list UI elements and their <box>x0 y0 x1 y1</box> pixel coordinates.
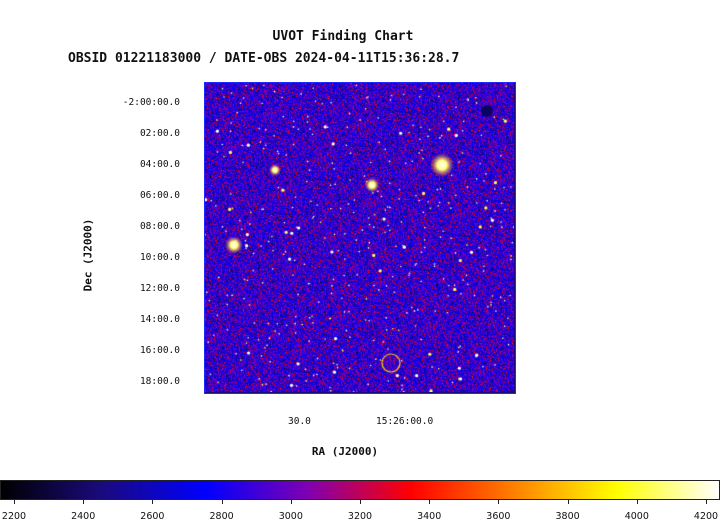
colorbar-tick-mark <box>14 500 15 504</box>
colorbar-tick-label: 2400 <box>71 511 96 522</box>
colorbar-tick-label: 4200 <box>693 511 719 522</box>
x-axis-label: RA (J2000) <box>311 445 379 458</box>
colorbar-tick-mark <box>498 500 500 504</box>
colorbar-tick-label: 3800 <box>555 511 580 522</box>
chart-title: UVOT Finding Chart <box>272 29 414 44</box>
colorbar-tick-label: 3000 <box>278 511 303 522</box>
dec-tick-label: 18:00.0 <box>139 376 180 387</box>
sky-image <box>204 82 516 394</box>
chart-subtitle: OBSID 01221183000 / DATE-OBS 2024-04-11T… <box>68 51 460 66</box>
dec-tick-label: 10:00.0 <box>139 252 180 263</box>
dec-tick-label: 02:00.0 <box>139 128 180 139</box>
colorbar-tick-label: 2800 <box>209 511 234 522</box>
dec-tick-label: 16:00.0 <box>139 345 180 356</box>
colorbar-tick-label: 2600 <box>140 511 165 522</box>
colorbar-tick-label: 4000 <box>624 511 649 522</box>
colorbar-tick-label: 3600 <box>486 511 511 522</box>
colorbar-tick-label: 3200 <box>347 511 373 522</box>
sky-image-canvas <box>205 83 514 392</box>
colorbar-tick-mark <box>360 500 361 504</box>
colorbar-tick-mark <box>221 500 223 504</box>
colorbar-tick-mark <box>567 500 569 504</box>
ra-tick-label: 15:26:00.0 <box>376 416 434 427</box>
dec-tick-label: 08:00.0 <box>139 221 180 232</box>
colorbar-tick-mark <box>290 500 292 504</box>
colorbar-tick-mark <box>429 500 431 504</box>
colorbar-tick-label: 2200 <box>1 511 27 522</box>
y-axis-label: Dec (J2000) <box>81 218 95 292</box>
colorbar <box>0 480 720 500</box>
dec-tick-label: 04:00.0 <box>139 159 180 170</box>
dec-tick-label: 06:00.0 <box>139 190 180 201</box>
colorbar-tick-mark <box>636 500 638 504</box>
dec-tick-label: 12:00.0 <box>139 283 180 294</box>
dec-tick-label: 14:00.0 <box>139 314 180 325</box>
colorbar-tick-mark <box>706 500 707 504</box>
colorbar-tick-mark <box>152 500 154 504</box>
dec-tick-label: -2:00:00.0 <box>122 97 180 108</box>
ra-tick-label: 30.0 <box>288 416 311 427</box>
colorbar-tick-label: 3400 <box>417 511 442 522</box>
colorbar-tick-mark <box>83 500 85 504</box>
